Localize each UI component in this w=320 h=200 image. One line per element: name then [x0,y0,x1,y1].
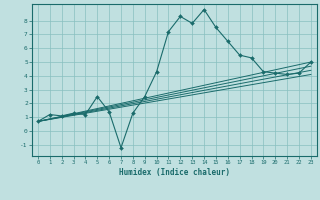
X-axis label: Humidex (Indice chaleur): Humidex (Indice chaleur) [119,168,230,177]
